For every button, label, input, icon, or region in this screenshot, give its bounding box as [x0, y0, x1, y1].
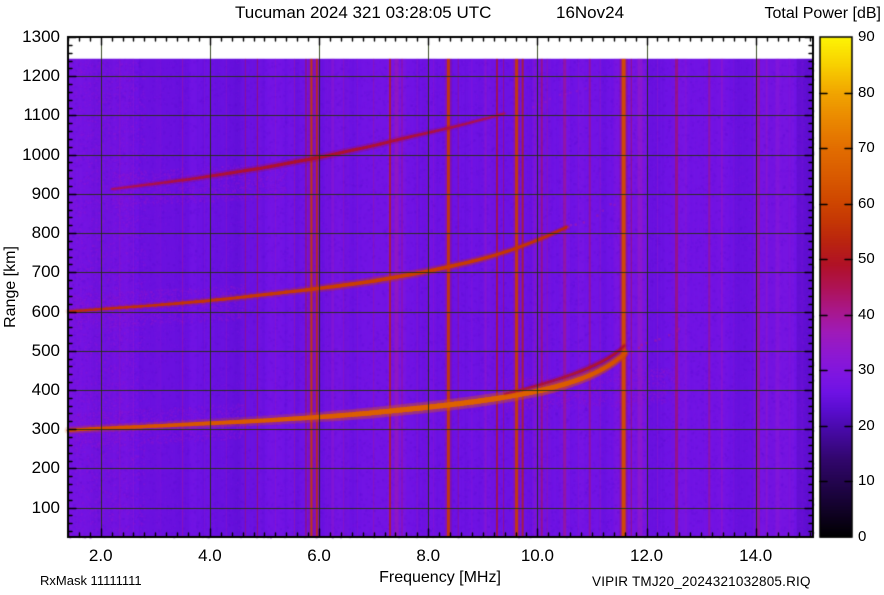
colorbar-title: Total Power [dB] [764, 5, 882, 22]
y-tick-label: 700 [31, 262, 60, 282]
colorbar-tick-label: 10 [858, 472, 875, 490]
colorbar-tick-label: 80 [858, 83, 875, 101]
x-tick-label: 14.0 [739, 546, 773, 565]
y-tick-label: 1200 [22, 66, 60, 86]
colorbar-tick-label: 40 [858, 305, 875, 323]
x-tick-label: 6.0 [307, 546, 331, 565]
x-axis-label: Frequency [MHz] [379, 569, 501, 586]
footer-filename: VIPIR TMJ20_2024321032805.RIQ [592, 574, 811, 589]
x-tick-label: 12.0 [629, 546, 664, 565]
colorbar-tick-label: 60 [858, 194, 875, 212]
colorbar-tick-label: 0 [858, 528, 867, 545]
y-tick-label: 1000 [22, 144, 60, 164]
x-tick-label: 10.0 [520, 546, 554, 565]
footer-rxmask: RxMask 11111111 [40, 573, 142, 588]
y-tick-label: 600 [31, 301, 60, 321]
y-tick-label: 900 [31, 183, 60, 203]
page-title: Tucuman 2024 321 03:28:05 UTC [235, 3, 492, 22]
colorbar-tick-label: 70 [858, 139, 875, 157]
y-tick-label: 300 [31, 419, 60, 439]
colorbar-tick-label: 30 [858, 361, 875, 379]
y-tick-label: 100 [31, 497, 60, 517]
y-tick-label: 200 [31, 458, 60, 478]
colorbar-tick-label: 50 [858, 250, 875, 268]
y-tick-label: 1100 [23, 105, 60, 125]
y-tick-label: 500 [31, 340, 60, 360]
colorbar-tick-label: 20 [858, 416, 875, 434]
y-tick-label: 800 [31, 223, 60, 243]
date-label: 16Nov24 [556, 3, 625, 22]
x-tick-label: 8.0 [416, 546, 441, 565]
y-tick-label: 1300 [22, 27, 60, 46]
x-tick-label: 4.0 [198, 546, 222, 565]
x-tick-label: 2.0 [88, 546, 113, 565]
y-tick-label: 400 [31, 379, 60, 399]
colorbar-tick-label: 90 [858, 28, 875, 45]
